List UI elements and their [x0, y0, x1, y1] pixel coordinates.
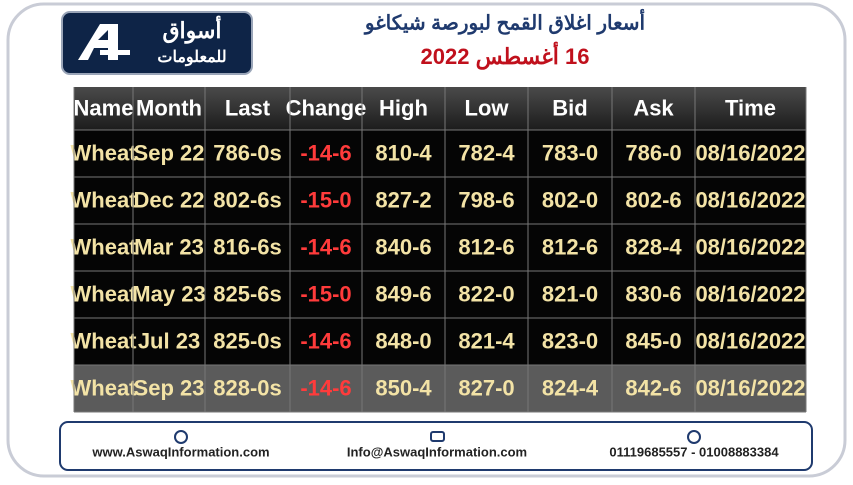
table-cell: May 23	[132, 281, 205, 306]
header-cell: Bid	[552, 95, 587, 120]
table-row	[74, 224, 806, 271]
table-cell: Wheat	[71, 281, 138, 306]
table-cell: -14-6	[300, 375, 351, 400]
price-table: Name Month Last Change High Low Bid Ask Time Whea…	[71, 87, 807, 413]
table-row	[74, 271, 806, 318]
table-row	[74, 318, 806, 365]
table-cell: -14-6	[300, 234, 351, 259]
table-cell: 840-6	[375, 234, 431, 259]
footer: www.AswaqInformation.com Info@AswaqInfor…	[59, 421, 813, 471]
header-cell: Month	[136, 95, 202, 120]
table-cell: -15-0	[300, 187, 351, 212]
table-cell: 782-4	[458, 140, 515, 165]
table-cell: -15-0	[300, 281, 351, 306]
table-cell: 786-0s	[213, 140, 282, 165]
header-cell: Name	[74, 95, 134, 120]
title: أسعار اغلاق القمح لبورصة شيكاغو	[363, 8, 645, 35]
table-cell: 849-6	[375, 281, 431, 306]
table-cell: Wheat	[71, 375, 138, 400]
table-cell: 825-0s	[213, 328, 282, 353]
table-cell: 802-6	[625, 187, 681, 212]
table-cell: 830-6	[625, 281, 681, 306]
table-cell: 810-4	[375, 140, 432, 165]
table-cell: 827-0	[458, 375, 514, 400]
table-cell: 783-0	[542, 140, 598, 165]
table-cell: 802-6s	[213, 187, 282, 212]
header-cell: Last	[225, 95, 271, 120]
table-cell: 812-6	[458, 234, 514, 259]
table-row	[74, 177, 806, 224]
table-cell: 828-0s	[213, 375, 282, 400]
header-cell: Ask	[633, 95, 674, 120]
table-cell: Wheat	[71, 328, 138, 353]
website: www.AswaqInformation.com	[91, 444, 269, 459]
table-cell: -14-6	[300, 140, 351, 165]
table-cell: Sep 23	[134, 375, 205, 400]
table-cell: 848-0	[375, 328, 431, 353]
email: Info@AswaqInformation.com	[347, 444, 527, 459]
logo-name: أسواق	[162, 15, 221, 44]
table-cell: 823-0	[542, 328, 598, 353]
header-cell: Time	[725, 95, 776, 120]
table-cell: Wheat	[71, 140, 138, 165]
table-cell: 822-0	[458, 281, 514, 306]
logo-sub: للمعلومات	[157, 49, 226, 67]
table-row	[74, 130, 806, 177]
table-cell: 786-0	[625, 140, 681, 165]
table-cell: 816-6s	[213, 234, 282, 259]
table-cell: 812-6	[542, 234, 598, 259]
table-cell: 08/16/2022	[695, 328, 805, 353]
table-cell: 802-0	[542, 187, 598, 212]
table-cell: -14-6	[300, 328, 351, 353]
table-cell: 825-6s	[213, 281, 282, 306]
table-cell: 08/16/2022	[695, 187, 805, 212]
table-row	[74, 365, 806, 412]
header-cell: Low	[465, 95, 510, 120]
table-cell: 08/16/2022	[695, 281, 805, 306]
table-cell: Dec 22	[134, 187, 205, 212]
phones: 01119685557 - 01008883384	[609, 444, 779, 459]
table-cell: Sep 22	[134, 140, 205, 165]
table-cell: 827-2	[375, 187, 431, 212]
table-cell: 850-4	[375, 375, 432, 400]
table-cell: Wheat	[71, 187, 138, 212]
logo: أسواق للمعلومات	[61, 11, 253, 75]
table-cell: 821-0	[542, 281, 598, 306]
table-cell: 842-6	[625, 375, 681, 400]
table-cell: 824-4	[542, 375, 599, 400]
table-cell: Jul 23	[138, 328, 200, 353]
table-cell: 845-0	[625, 328, 681, 353]
header-row	[74, 87, 806, 130]
table-cell: 08/16/2022	[695, 234, 805, 259]
date: 16 أغسطس 2022	[421, 41, 590, 70]
table-cell: 08/16/2022	[695, 140, 805, 165]
header-cell: Change	[286, 95, 367, 120]
table-cell: 828-4	[625, 234, 682, 259]
table-cell: 08/16/2022	[695, 375, 805, 400]
header-cell: High	[379, 95, 428, 120]
table-cell: Mar 23	[134, 234, 204, 259]
table-cell: 798-6	[458, 187, 514, 212]
table-cell: 821-4	[458, 328, 515, 353]
table-cell: Wheat	[71, 234, 138, 259]
